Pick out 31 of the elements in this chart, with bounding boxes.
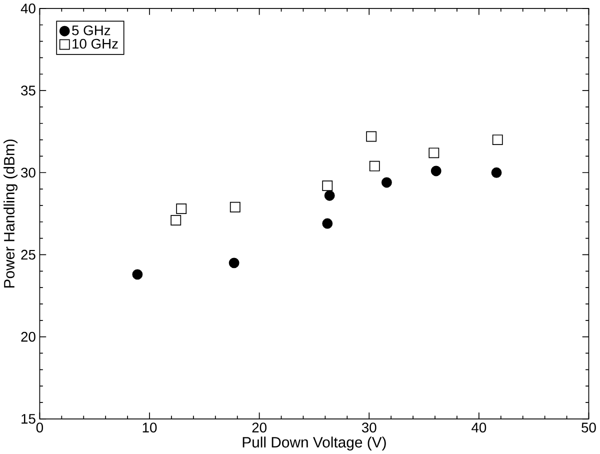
x-tick-label: 10 [142, 422, 157, 432]
legend-label: 10 GHz [72, 38, 118, 49]
point [322, 180, 333, 191]
point [369, 160, 380, 172]
x-axis-title: Pull Down Voltage (V) [242, 436, 386, 450]
x-tick-label: 0 [36, 422, 44, 432]
x-tick-label: 50 [582, 422, 596, 432]
x-tick-label: 30 [362, 422, 376, 432]
point [170, 214, 182, 226]
point [322, 218, 333, 229]
point [428, 148, 440, 158]
point [324, 190, 335, 201]
y-tick-label: 30 [21, 168, 36, 178]
x-tick-label: 20 [252, 422, 266, 432]
point [230, 202, 240, 212]
x-tick-label: 40 [472, 422, 486, 432]
y-tick-label: 40 [20, 4, 36, 14]
y-tick-label: 20 [21, 332, 36, 342]
point [366, 131, 377, 142]
y-tick-label: 15 [22, 414, 36, 424]
y-tick-label: 35 [21, 86, 36, 96]
point [132, 269, 143, 280]
y-axis-title: Power Handling (dBm) [4, 140, 18, 288]
point [430, 166, 442, 176]
y-tick-label: 25 [21, 250, 36, 260]
point [228, 258, 240, 268]
point [492, 134, 503, 145]
point [491, 167, 502, 178]
point [381, 177, 392, 188]
legend-label: 5 GHz [72, 25, 110, 36]
point [176, 203, 187, 214]
